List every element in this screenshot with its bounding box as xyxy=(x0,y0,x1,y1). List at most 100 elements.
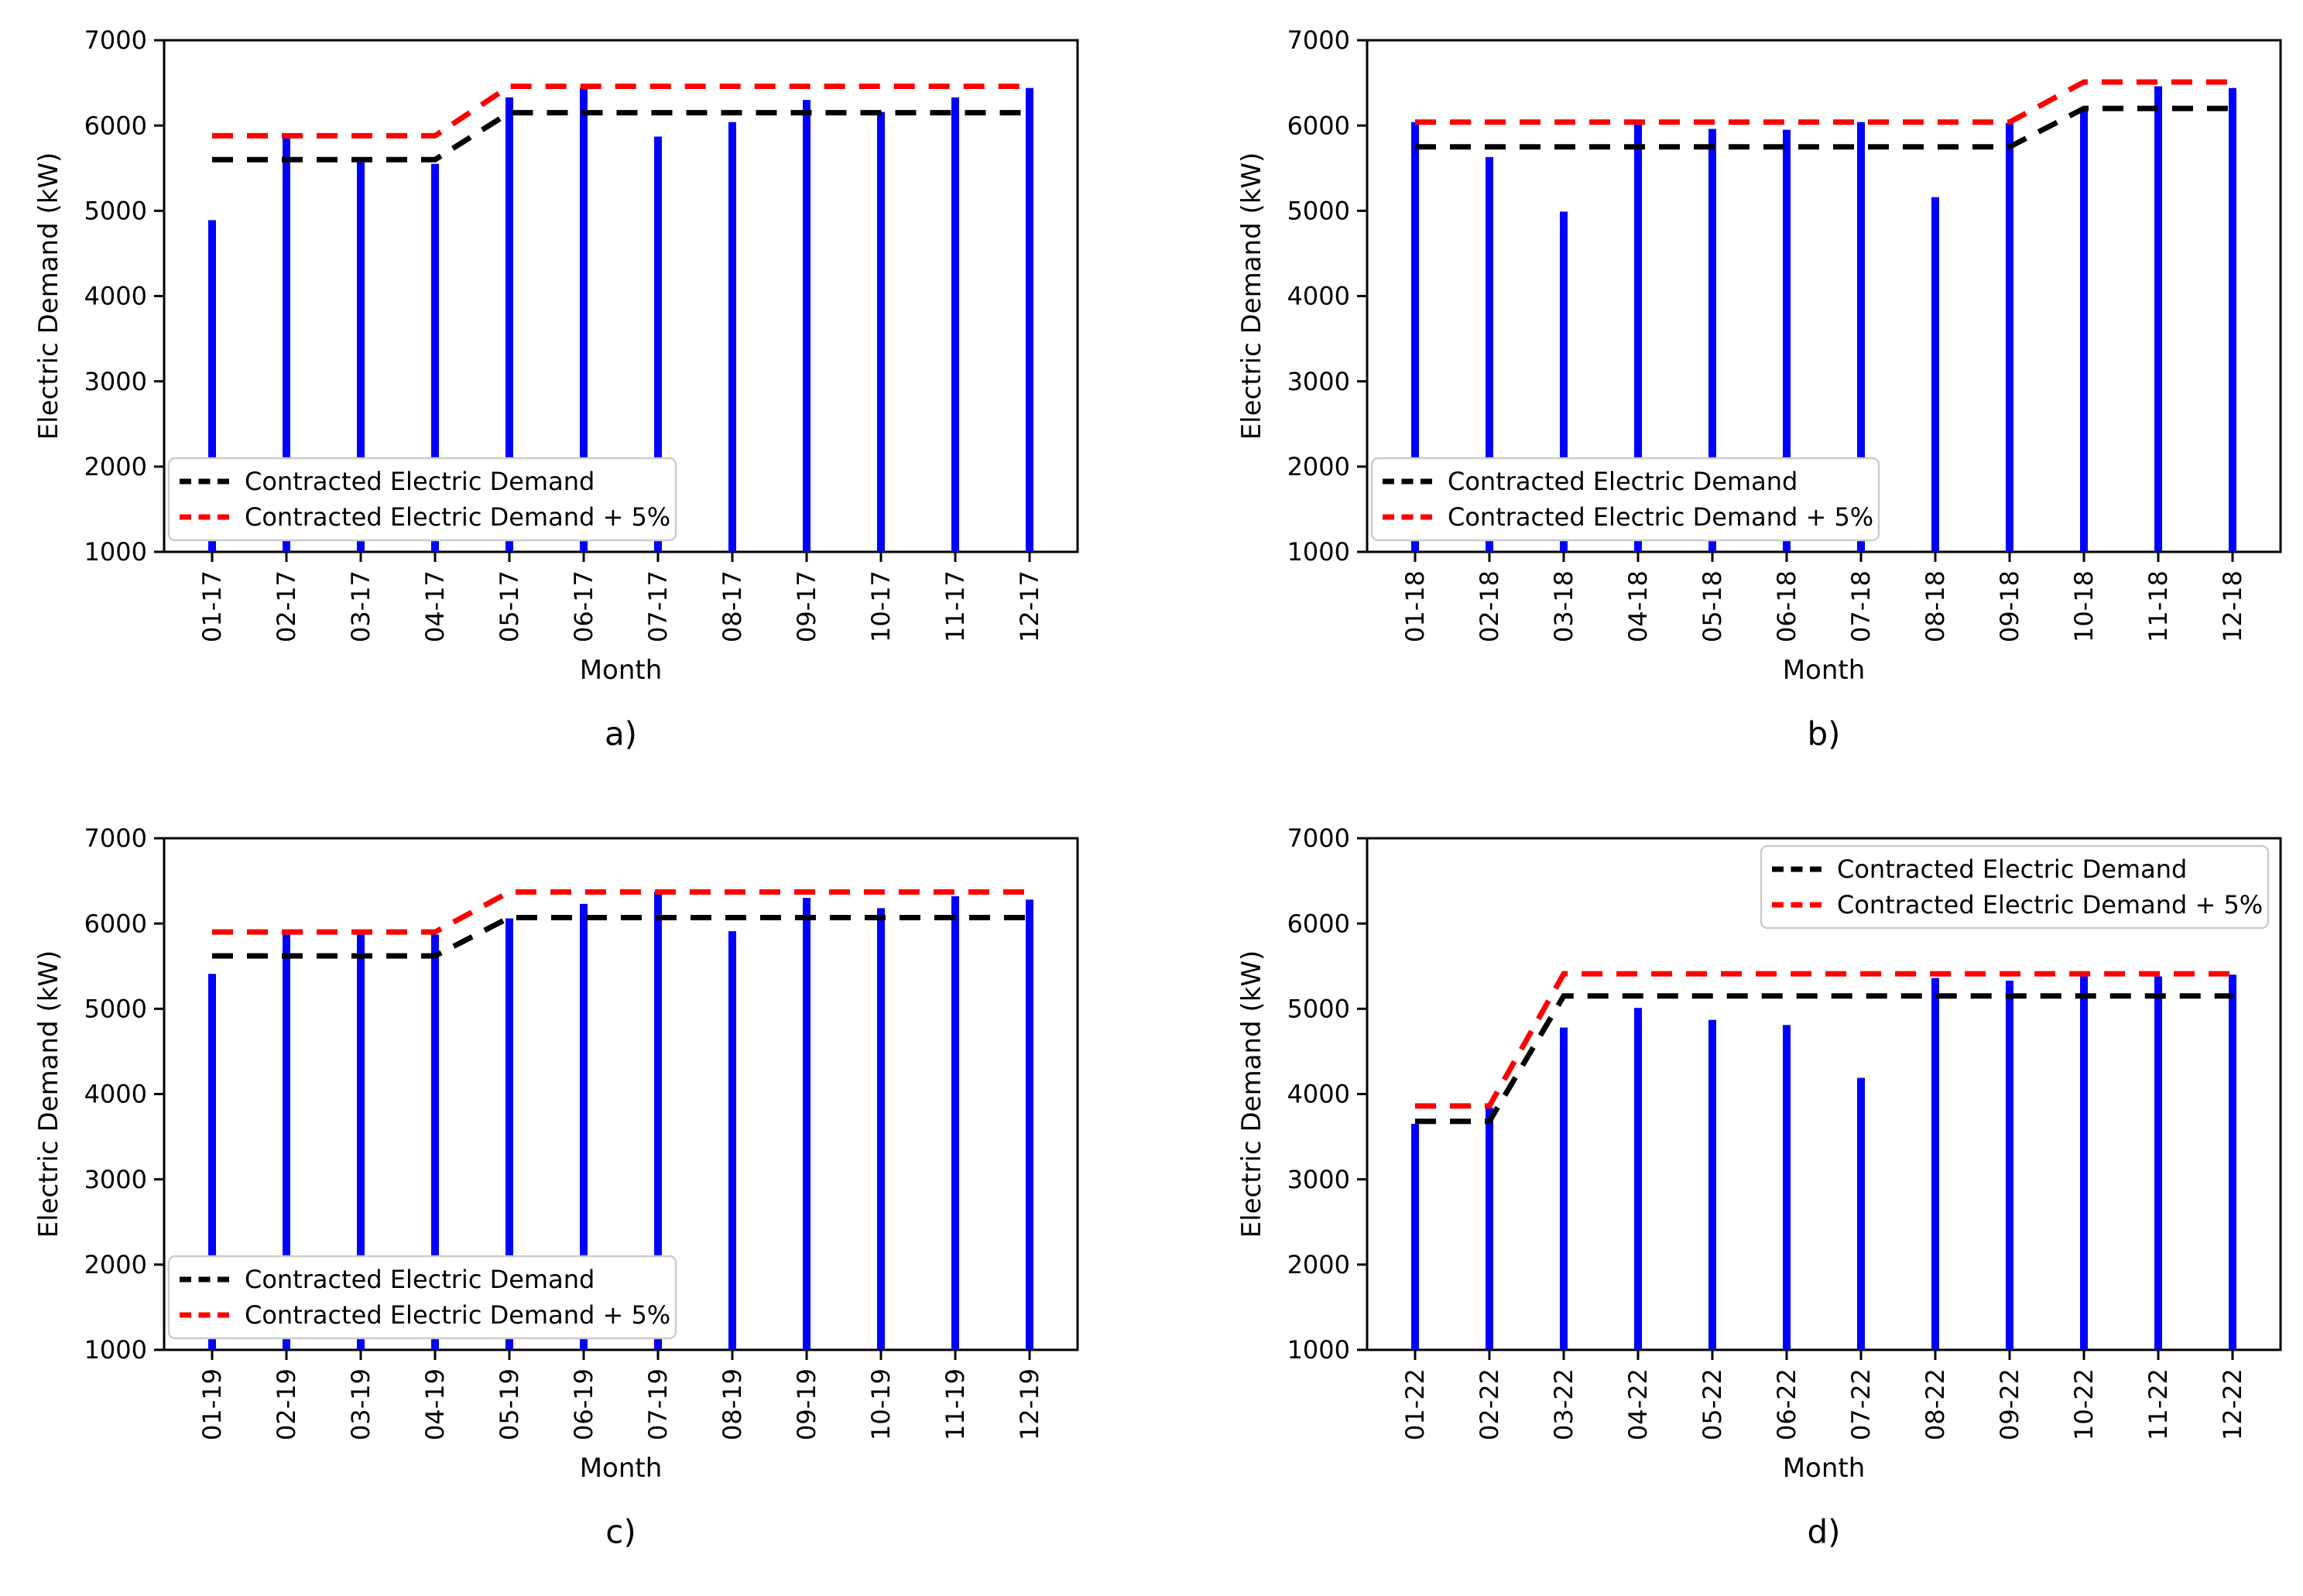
panel-b: 1000 2000 3000 4000 5000 6000 7000 01-18 02-18 03… xyxy=(1152,0,2303,798)
x-tick-label: 06-18 xyxy=(1772,570,1801,642)
demand-bar xyxy=(208,220,216,552)
demand-bar xyxy=(2154,976,2162,1350)
x-tick-label: 03-18 xyxy=(1549,570,1578,642)
y-tick-label: 6000 xyxy=(84,909,147,938)
x-tick-label: 04-22 xyxy=(1623,1368,1653,1440)
demand-bar xyxy=(283,136,290,552)
y-tick-label: 5000 xyxy=(84,995,147,1024)
y-tick-label: 2000 xyxy=(1287,452,1349,481)
demand-bar xyxy=(1559,211,1568,552)
contracted-line xyxy=(212,110,1030,163)
legend-label: Contracted Electric Demand xyxy=(1448,467,1798,496)
y-tick-label: 4000 xyxy=(84,1080,147,1109)
x-tick-label: 12-19 xyxy=(1015,1368,1044,1440)
y-tick-label: 2000 xyxy=(84,452,147,481)
x-tick-label: 02-17 xyxy=(272,570,301,642)
panel-caption: d) xyxy=(1807,1513,1840,1551)
axis-y-label: Electric Demand (kW) xyxy=(33,950,64,1238)
demand-bar xyxy=(877,908,885,1350)
demand-bar xyxy=(357,158,365,552)
axis-x-label: Month xyxy=(1782,1453,1865,1484)
legend-label: Contracted Electric Demand + 5% xyxy=(1837,890,2263,920)
x-tick-label: 10-22 xyxy=(2069,1368,2099,1440)
axis-y-label: Electric Demand (kW) xyxy=(1235,152,1266,440)
demand-bar xyxy=(431,163,439,552)
demand-bar xyxy=(580,903,588,1350)
demand-bar xyxy=(283,933,290,1350)
x-tick-label: 04-18 xyxy=(1623,570,1653,642)
demand-bar xyxy=(803,898,811,1350)
y-tick-label: 7000 xyxy=(1287,824,1349,853)
legend-box xyxy=(167,457,677,542)
legend-box xyxy=(1760,844,2269,930)
x-tick-label: 01-17 xyxy=(197,570,227,642)
y-tick-label: 3000 xyxy=(84,1165,147,1194)
demand-bar xyxy=(2079,108,2088,552)
x-tick-label: 07-17 xyxy=(643,570,673,642)
contracted-plus5-line xyxy=(212,83,1030,139)
axis-x-label: Month xyxy=(1782,655,1865,686)
x-tick-label: 07-18 xyxy=(1846,570,1876,642)
x-tick-label: 12-17 xyxy=(1015,570,1044,642)
demand-bar xyxy=(1633,1008,1642,1350)
panel-a-chart: 1000 2000 3000 4000 5000 6000 7000 01-17 02-17 03… xyxy=(33,26,1079,753)
demand-bar xyxy=(1410,1124,1419,1350)
x-tick-label: 07-22 xyxy=(1846,1368,1876,1440)
panel-caption: c) xyxy=(605,1513,636,1551)
x-tick-label: 06-19 xyxy=(569,1368,598,1440)
demand-bar xyxy=(357,932,365,1350)
demand-bar xyxy=(951,97,959,553)
demand-bar xyxy=(1931,197,1939,552)
demand-bar xyxy=(580,87,588,552)
y-tick-label: 3000 xyxy=(84,367,147,396)
x-tick-label: 09-22 xyxy=(1995,1368,2024,1440)
x-tick-label: 05-19 xyxy=(495,1368,524,1440)
axis-x-label: Month xyxy=(580,655,663,686)
x-tick-label: 05-17 xyxy=(495,570,524,642)
y-tick-label: 4000 xyxy=(1287,282,1349,311)
legend: Contracted Electric Demand Contracted Ele… xyxy=(167,457,677,542)
demand-bar xyxy=(1026,899,1033,1350)
y-tick-label: 2000 xyxy=(1287,1250,1349,1279)
legend: Contracted Electric Demand Contracted Ele… xyxy=(167,1255,677,1340)
demand-bar xyxy=(1782,129,1791,553)
demand-bar xyxy=(1708,1019,1716,1350)
demand-bar xyxy=(1708,128,1716,552)
x-tick-label: 02-19 xyxy=(272,1368,301,1440)
demand-bar xyxy=(1633,123,1642,553)
y-tick-label: 6000 xyxy=(1287,111,1349,140)
legend-label: Contracted Electric Demand xyxy=(245,467,595,496)
x-tick-label: 10-19 xyxy=(866,1368,896,1440)
y-tick-label: 7000 xyxy=(1287,26,1349,55)
panel-caption: a) xyxy=(605,715,637,753)
legend-box xyxy=(1370,457,1880,542)
demand-bar xyxy=(505,97,513,553)
axis-y-label: Electric Demand (kW) xyxy=(33,152,64,440)
x-tick-label: 12-22 xyxy=(2218,1368,2247,1440)
y-tick-label: 2000 xyxy=(84,1250,147,1279)
legend-label: Contracted Electric Demand xyxy=(245,1265,595,1294)
y-tick-label: 1000 xyxy=(1287,537,1349,567)
x-tick-label: 10-17 xyxy=(866,570,896,642)
contracted-line xyxy=(212,914,1030,959)
demand-bar xyxy=(654,136,662,552)
x-tick-label: 04-17 xyxy=(420,570,450,642)
y-tick-label: 3000 xyxy=(1287,1165,1349,1194)
demand-bar xyxy=(2228,87,2236,552)
demand-bar xyxy=(1410,122,1419,552)
demand-bar xyxy=(728,931,736,1350)
panel-caption: b) xyxy=(1807,715,1840,753)
x-tick-label: 11-19 xyxy=(941,1368,970,1440)
demand-bar xyxy=(803,100,811,552)
x-tick-label: 08-17 xyxy=(718,570,747,642)
x-tick-label: 03-17 xyxy=(346,570,375,642)
x-tick-label: 08-22 xyxy=(1921,1368,1950,1440)
demand-bar xyxy=(2154,86,2162,553)
x-tick-label: 12-18 xyxy=(2218,570,2247,642)
panel-d: 1000 2000 3000 4000 5000 6000 7000 01-22 02-22 03… xyxy=(1152,798,2303,1596)
demand-bar xyxy=(505,918,513,1350)
x-tick-label: 02-18 xyxy=(1475,570,1504,642)
demand-bar xyxy=(1559,1027,1568,1350)
axis-x-label: Month xyxy=(580,1453,663,1484)
